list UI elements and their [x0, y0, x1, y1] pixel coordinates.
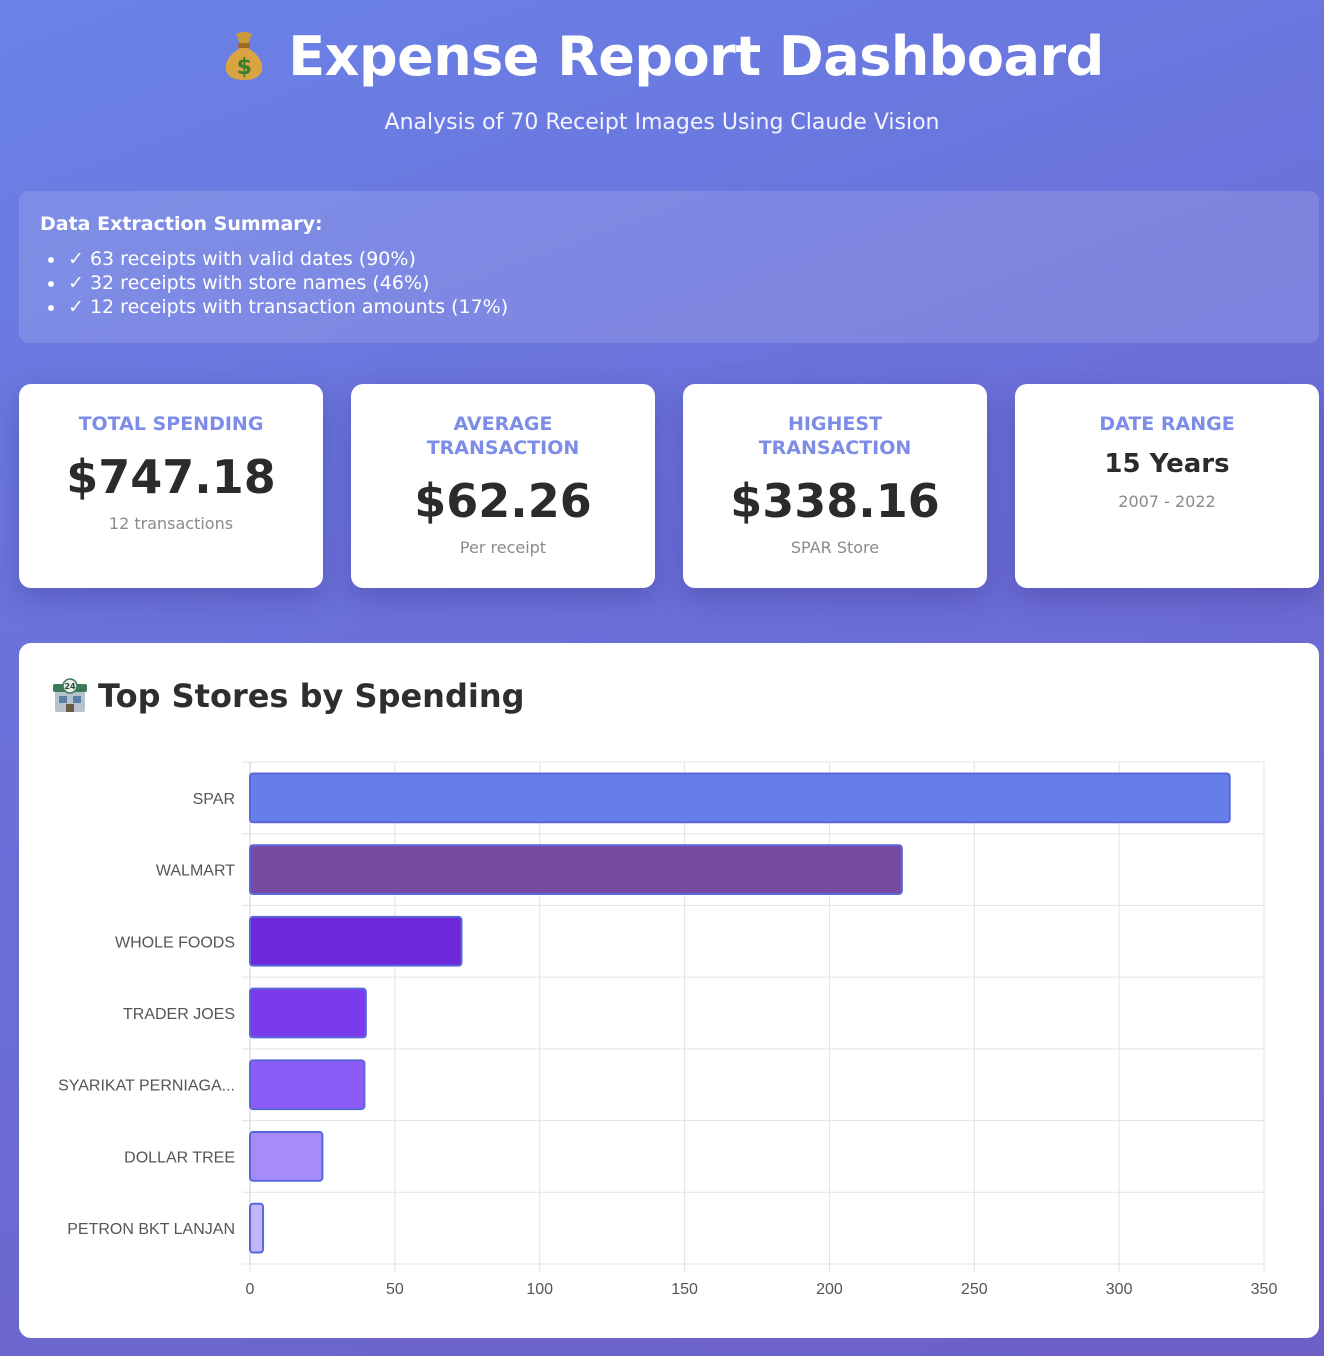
stat-card-note: 12 transactions [108, 514, 234, 533]
summary-item-stores: ✓ 32 receipts with store names (46%) [40, 271, 1298, 295]
summary-item-dates: ✓ 63 receipts with valid dates (90%) [40, 247, 1298, 271]
bar-walmart [249, 844, 903, 895]
svg-text:24: 24 [64, 682, 76, 691]
x-tick-label: 150 [671, 1281, 698, 1298]
stat-card-total-spending: TOTAL SPENDING $747.18 12 transactions [19, 384, 323, 588]
stat-card-note: 2007 - 2022 [1118, 492, 1216, 511]
bar-petron-bkt-lanjan [249, 1202, 265, 1254]
stat-card-date-range: DATE RANGE 15 Years 2007 - 2022 [1015, 384, 1319, 588]
stat-card-highest-transaction: HIGHEST TRANSACTION $338.16 SPAR Store [683, 384, 987, 588]
top-stores-bar-chart: 0 50 100 150 200 250 300 350 SPAR WALMART WHOLE FO… [58, 761, 1278, 1298]
stat-cards: TOTAL SPENDING $747.18 12 transactions A… [19, 384, 1319, 588]
x-tick-label: 250 [961, 1281, 988, 1298]
page-title-row: $ Expense Report Dashboard [0, 24, 1324, 88]
y-category-label: TRADER JOES [123, 1006, 235, 1023]
y-category-label: WALMART [156, 863, 235, 880]
summary-item-amounts: ✓ 12 receipts with transaction amounts (… [40, 295, 1298, 319]
stat-card-value: $62.26 [414, 474, 592, 528]
money-bag-icon: $ [225, 32, 263, 80]
page-title: Expense Report Dashboard [288, 24, 1104, 88]
stat-card-label: DATE RANGE [1099, 413, 1235, 435]
stat-card-label: HIGHEST TRANSACTION [758, 413, 912, 459]
bar-dollar-tree [249, 1131, 324, 1182]
y-category-label: SYARIKAT PERNIAGA... [58, 1078, 235, 1095]
stat-card-note: SPAR Store [790, 538, 880, 557]
x-tick-label: 0 [246, 1281, 255, 1298]
x-tick-label: 300 [1106, 1281, 1133, 1298]
stat-card-value: $338.16 [730, 474, 940, 528]
bar-spar [249, 772, 1231, 824]
svg-text:$: $ [237, 55, 252, 80]
bar-trader-joes [249, 987, 367, 1039]
y-category-label: SPAR [193, 791, 235, 808]
extraction-summary-panel: Data Extraction Summary: ✓ 63 receipts w… [19, 191, 1319, 343]
stat-card-value: $747.18 [66, 450, 276, 504]
page-header: $ Expense Report Dashboard Analysis of 7… [0, 0, 1324, 135]
y-category-label: PETRON BKT LANJAN [67, 1221, 235, 1238]
stat-card-note: Per receipt [459, 538, 547, 557]
summary-heading: Data Extraction Summary: [40, 213, 323, 235]
chart-heading: 24 Top Stores by Spending [52, 677, 525, 715]
x-tick-label: 200 [816, 1281, 843, 1298]
stat-card-value: 15 Years [1104, 449, 1230, 479]
y-category-label: WHOLE FOODS [115, 934, 235, 951]
bar-whole-foods [249, 915, 463, 967]
page-subtitle: Analysis of 70 Receipt Images Using Clau… [384, 110, 940, 135]
chart-title: Top Stores by Spending [98, 677, 525, 715]
convenience-store-icon: 24 [53, 678, 87, 712]
x-tick-label: 100 [526, 1281, 553, 1298]
stat-card-label: TOTAL SPENDING [78, 413, 264, 435]
x-tick-label: 50 [386, 1281, 404, 1298]
y-category-label: DOLLAR TREE [124, 1149, 235, 1166]
stat-card-average-transaction: AVERAGE TRANSACTION $62.26 Per receipt [351, 384, 655, 588]
stat-card-label: AVERAGE TRANSACTION [426, 413, 580, 459]
x-tick-label: 350 [1251, 1281, 1278, 1298]
top-stores-chart-panel: 0 50 100 150 200 250 300 350 SPAR WALMART WHOLE FO… [19, 643, 1319, 1338]
bar-syarikat-perniaga [249, 1059, 366, 1111]
summary-list: ✓ 63 receipts with valid dates (90%) ✓ 3… [40, 247, 1298, 319]
